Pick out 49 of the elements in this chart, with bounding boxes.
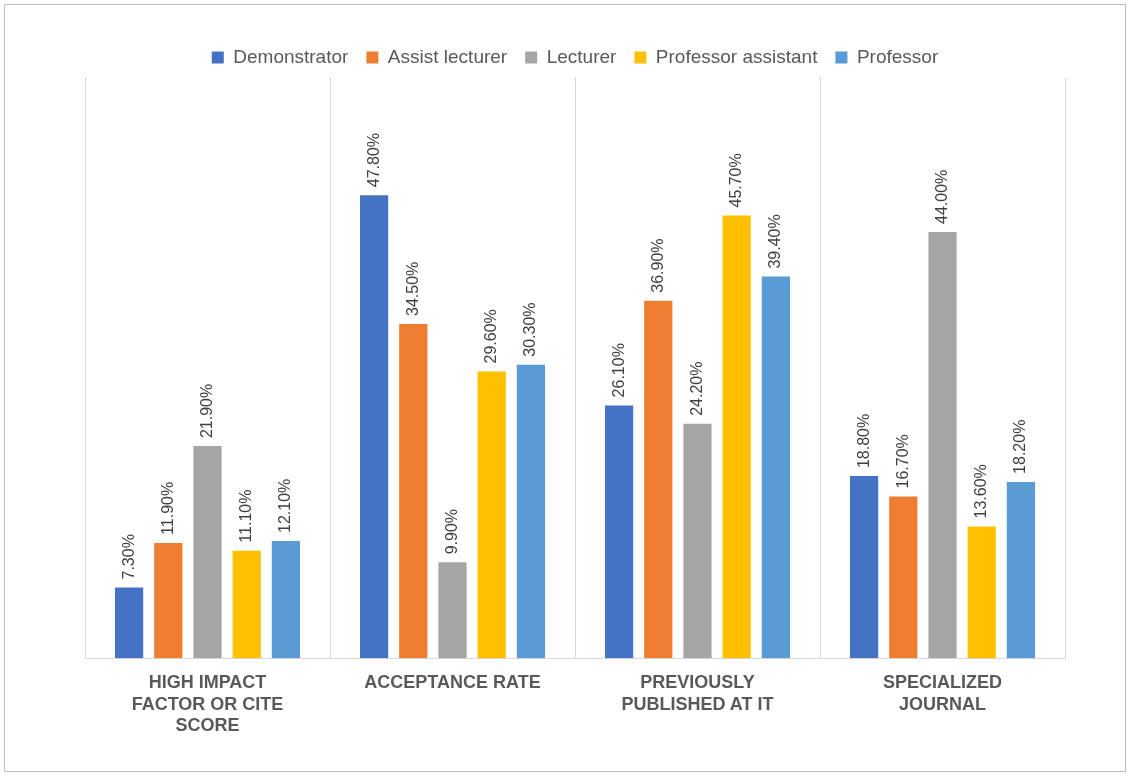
bar	[1006, 481, 1036, 659]
data-label: 29.60%	[482, 309, 500, 364]
data-label: 18.20%	[1011, 419, 1029, 474]
bar	[928, 231, 957, 659]
bar	[477, 371, 506, 659]
legend-label: Professor	[856, 45, 939, 67]
data-label: 36.90%	[648, 238, 666, 293]
data-label: 12.10%	[276, 478, 294, 533]
bar	[849, 476, 879, 659]
bar	[154, 542, 183, 659]
data-label: 11.10%	[237, 489, 255, 543]
data-label: 39.40%	[766, 214, 784, 269]
data-label: 44.00%	[932, 169, 950, 224]
legend-label: Demonstrator	[233, 45, 350, 67]
bar	[967, 526, 996, 659]
x-tick-label: PREVIOUSLY PUBLISHED AT IT	[621, 671, 774, 714]
bar	[889, 496, 918, 659]
data-label: 21.90%	[197, 383, 215, 439]
bar	[604, 405, 634, 659]
bar	[761, 276, 791, 659]
bar	[193, 446, 222, 659]
bar	[683, 423, 712, 659]
data-label: 18.80%	[854, 413, 872, 469]
data-label: 24.20%	[687, 361, 705, 416]
bar	[399, 324, 428, 659]
data-label: 9.90%	[442, 508, 460, 555]
bar	[359, 195, 389, 659]
x-tick-label: SPECIALIZED JOURNAL	[882, 671, 1003, 714]
legend-label: Assist lecturer	[387, 45, 508, 67]
x-tick-label: HIGH IMPACT FACTOR OR CITE SCORE	[131, 671, 284, 736]
bar	[644, 300, 673, 659]
data-label: 13.60%	[972, 464, 990, 519]
data-label: 26.10%	[609, 343, 627, 398]
legend-label: Lecturer	[546, 45, 618, 67]
x-tick-label: ACCEPTANCE RATE	[364, 671, 541, 692]
data-label: 16.70%	[893, 434, 911, 489]
data-label: 45.70%	[727, 153, 745, 208]
bar	[516, 364, 546, 659]
bar	[232, 550, 261, 659]
bar	[722, 215, 751, 659]
data-label: 47.80%	[364, 132, 382, 188]
legend-label: Professor assistant	[655, 45, 819, 67]
data-label: 34.50%	[403, 261, 421, 317]
data-label: 30.30%	[521, 302, 539, 357]
bar	[114, 587, 144, 659]
data-label: 11.90%	[158, 481, 176, 535]
data-label: 7.30%	[119, 534, 137, 580]
bar	[438, 562, 467, 659]
bar	[271, 540, 301, 659]
